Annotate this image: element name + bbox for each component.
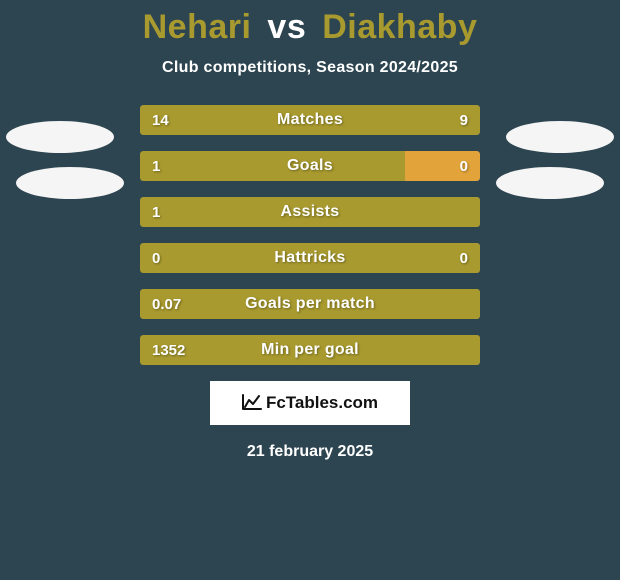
site-logo: FcTables.com	[210, 381, 410, 425]
stat-row: 1352Min per goal	[140, 335, 480, 365]
stat-row: 0.07Goals per match	[140, 289, 480, 319]
stat-row: 1Assists	[140, 197, 480, 227]
stat-right-value: 0	[460, 151, 468, 181]
stat-label: Matches	[140, 105, 480, 135]
stat-label: Min per goal	[140, 335, 480, 365]
stat-row: 14Matches9	[140, 105, 480, 135]
vs-text: vs	[267, 8, 306, 46]
stat-label: Assists	[140, 197, 480, 227]
stat-row: 0Hattricks0	[140, 243, 480, 273]
comparison-title: Nehari vs Diakhaby	[0, 0, 620, 47]
player2-flag-placeholder	[496, 167, 604, 199]
player1-flag-placeholder	[16, 167, 124, 199]
player2-name: Diakhaby	[322, 8, 477, 46]
stat-label: Goals	[140, 151, 480, 181]
subtitle: Club competitions, Season 2024/2025	[0, 59, 620, 77]
stat-row: 1Goals0	[140, 151, 480, 181]
chart-icon	[242, 394, 262, 415]
player1-name: Nehari	[143, 8, 252, 46]
stat-bars: 14Matches91Goals01Assists0Hattricks00.07…	[140, 105, 480, 365]
logo-text: FcTables.com	[266, 393, 378, 413]
footer-date: 21 february 2025	[0, 443, 620, 461]
stat-right-value: 0	[460, 243, 468, 273]
stat-right-value: 9	[460, 105, 468, 135]
player1-badge-placeholder	[6, 121, 114, 153]
player2-badge-placeholder	[506, 121, 614, 153]
stats-area: 14Matches91Goals01Assists0Hattricks00.07…	[0, 105, 620, 365]
stat-label: Hattricks	[140, 243, 480, 273]
stat-label: Goals per match	[140, 289, 480, 319]
